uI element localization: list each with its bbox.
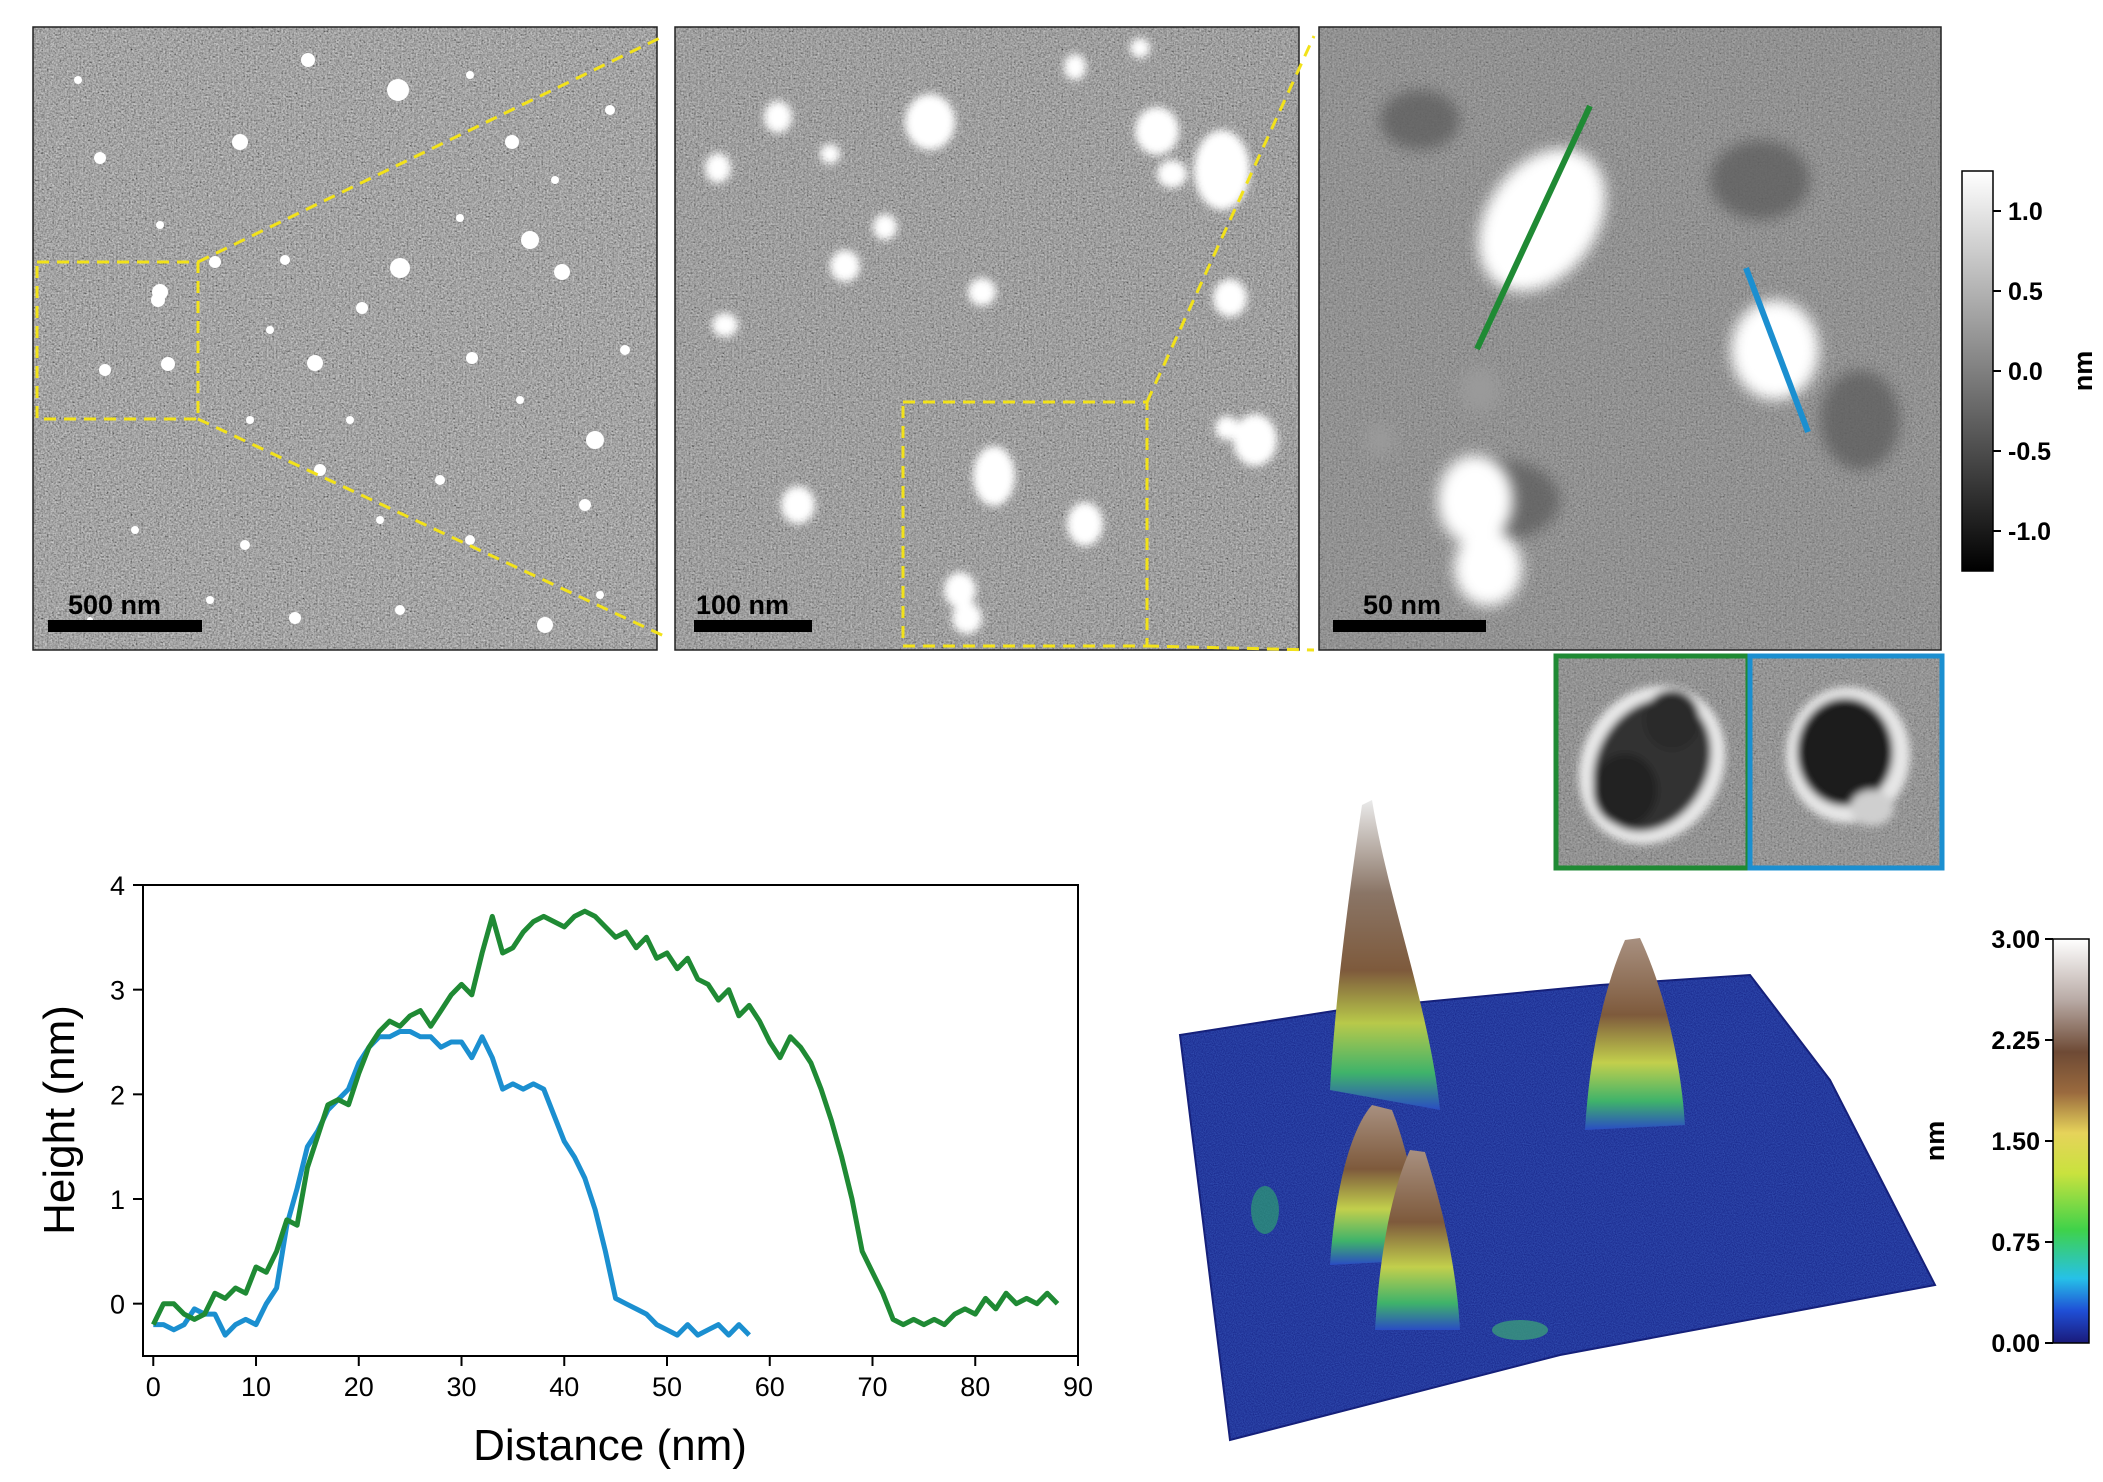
scale-label-50nm: 50 nm [1363, 590, 1441, 620]
chart-x-tick-label: 50 [652, 1372, 682, 1402]
height-colorbar-tick-label: 2.25 [1991, 1027, 2040, 1055]
height-profile-chart: 0 10 20 30 40 50 60 70 80 90 0 1 2 3 4 Distance (nm) H… [35, 871, 1093, 1470]
surface-peak-4 [1375, 1150, 1460, 1330]
profile-line-green [1474, 104, 1593, 351]
afm-image-zoom-2-frame [1318, 26, 1942, 651]
height-colorbar-tick-label: 0.00 [1991, 1330, 2040, 1358]
gray-colorbar-tick-label: -1.0 [2008, 518, 2051, 546]
afm-image-zoom-1-frame [674, 26, 1300, 651]
surface-peak-2 [1585, 938, 1685, 1130]
afm-image-zoom-1 [675, 27, 1299, 650]
height-colorbar-tick-label: 1.50 [1991, 1128, 2040, 1156]
gray-colorbar-tick-label: 0.0 [2008, 358, 2043, 386]
height-colorbar-gradient [2052, 938, 2090, 1344]
inset-blue-particle [1747, 653, 1945, 871]
profile-series-blue [153, 1029, 751, 1338]
chart-x-tick-label: 30 [446, 1372, 476, 1402]
scale-label-100nm: 100 nm [696, 590, 789, 620]
chart-x-tick-label: 40 [549, 1372, 579, 1402]
afm-image-zoom-2 [1319, 27, 1941, 650]
zoom-box-zoom-1 [901, 400, 1149, 648]
surface-peak-1 [1330, 800, 1440, 1110]
scale-bar-50nm [1333, 620, 1486, 632]
scale-bar-500nm [48, 620, 202, 632]
chart-plot-frame [142, 884, 1079, 1357]
gray-colorbar-tick-label: 1.0 [2008, 198, 2043, 226]
gray-colorbar: 1.0 0.5 0.0 -0.5 -1.0 nm [1961, 170, 2098, 572]
chart-y-tick-label: 4 [110, 871, 125, 901]
chart-y-tick-label: 2 [110, 1080, 125, 1110]
chart-x-tick-label: 90 [1063, 1372, 1093, 1402]
zoom-box-overview [35, 260, 200, 421]
chart-x-tick-label: 70 [857, 1372, 887, 1402]
chart-y-axis-label: Height (nm) [35, 1005, 84, 1235]
chart-x-tick-label: 60 [755, 1372, 785, 1402]
zoom-connector-lines [197, 34, 1316, 652]
afm-image-overview-frame [32, 26, 658, 651]
height-colorbar-tick-label: 0.75 [1991, 1229, 2040, 1257]
scale-label-500nm: 500 nm [68, 590, 161, 620]
chart-y-tick-label: 1 [110, 1185, 125, 1215]
gray-colorbar-unit: nm [2068, 351, 2098, 392]
gray-colorbar-tick-label: -0.5 [2008, 438, 2051, 466]
chart-y-tick-label: 3 [110, 976, 125, 1006]
chart-x-tick-label: 10 [241, 1372, 271, 1402]
profile-series-green [151, 908, 1060, 1328]
gray-colorbar-tick-label: 0.5 [2008, 278, 2043, 306]
chart-x-tick-label: 80 [960, 1372, 990, 1402]
height-colorbar-unit: nm [1920, 1121, 1950, 1162]
chart-y-tick-label: 0 [110, 1290, 125, 1320]
afm-image-overview [33, 27, 657, 650]
height-colorbar: 3.00 2.25 1.50 0.75 0.00 nm [1920, 926, 2090, 1358]
chart-x-tick-label: 0 [146, 1372, 161, 1402]
height-colorbar-tick-label: 3.00 [1991, 926, 2040, 954]
chart-x-axis-label: Distance (nm) [473, 1421, 747, 1470]
gray-colorbar-gradient [1961, 170, 1994, 572]
inset-green-particle [1553, 653, 1751, 871]
profile-line-blue [1743, 266, 1811, 434]
chart-x-tick-label: 20 [344, 1372, 374, 1402]
scale-bar-100nm [694, 620, 812, 632]
surface-3d-render [1178, 800, 1937, 1442]
